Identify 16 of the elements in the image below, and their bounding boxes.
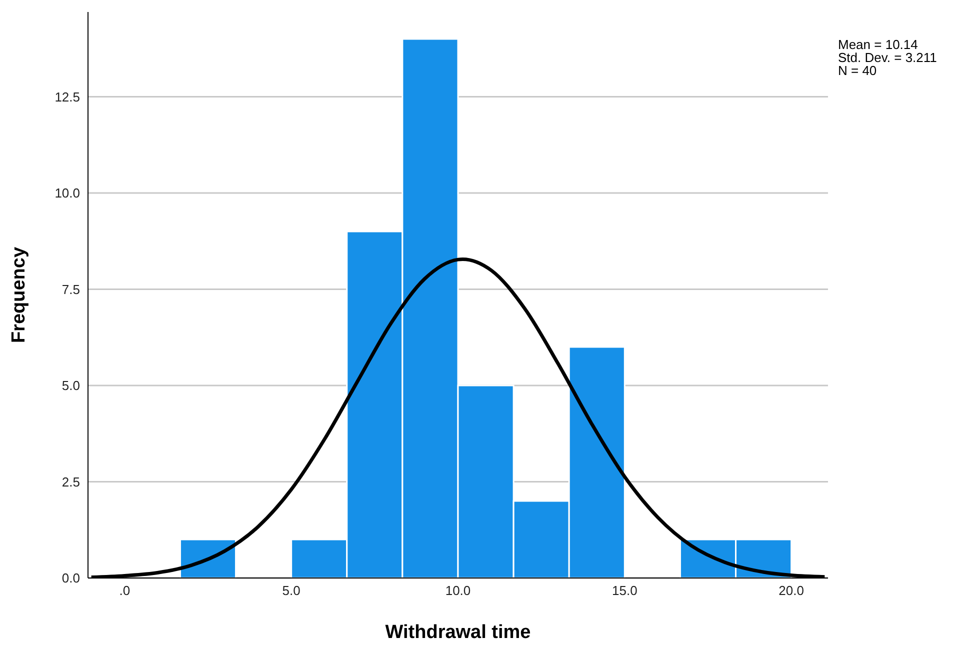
y-tick-label: 0.0 <box>62 570 80 586</box>
y-axis-title: Frequency <box>8 246 30 344</box>
y-tick-label: 10.0 <box>54 186 80 201</box>
x-tick-label: 20.0 <box>778 583 804 598</box>
text: Std. Dev. = 3.211 <box>838 50 937 65</box>
x-tick-label: 10.0 <box>445 583 471 598</box>
text: N = 40 <box>838 63 878 78</box>
y-tick-label: 7.5 <box>62 282 80 297</box>
x-axis-title: Withdrawal time <box>385 622 531 643</box>
text: Mean = 10.14 <box>838 37 919 52</box>
x-tick-label: .0 <box>119 583 130 598</box>
x-tick-label: 5.0 <box>282 583 300 598</box>
y-tick-label: 12.5 <box>54 89 80 104</box>
y-tick-label: 5.0 <box>62 378 80 394</box>
y-tick-label: 2.5 <box>62 474 80 490</box>
x-tick-label: 15.0 <box>612 583 638 598</box>
